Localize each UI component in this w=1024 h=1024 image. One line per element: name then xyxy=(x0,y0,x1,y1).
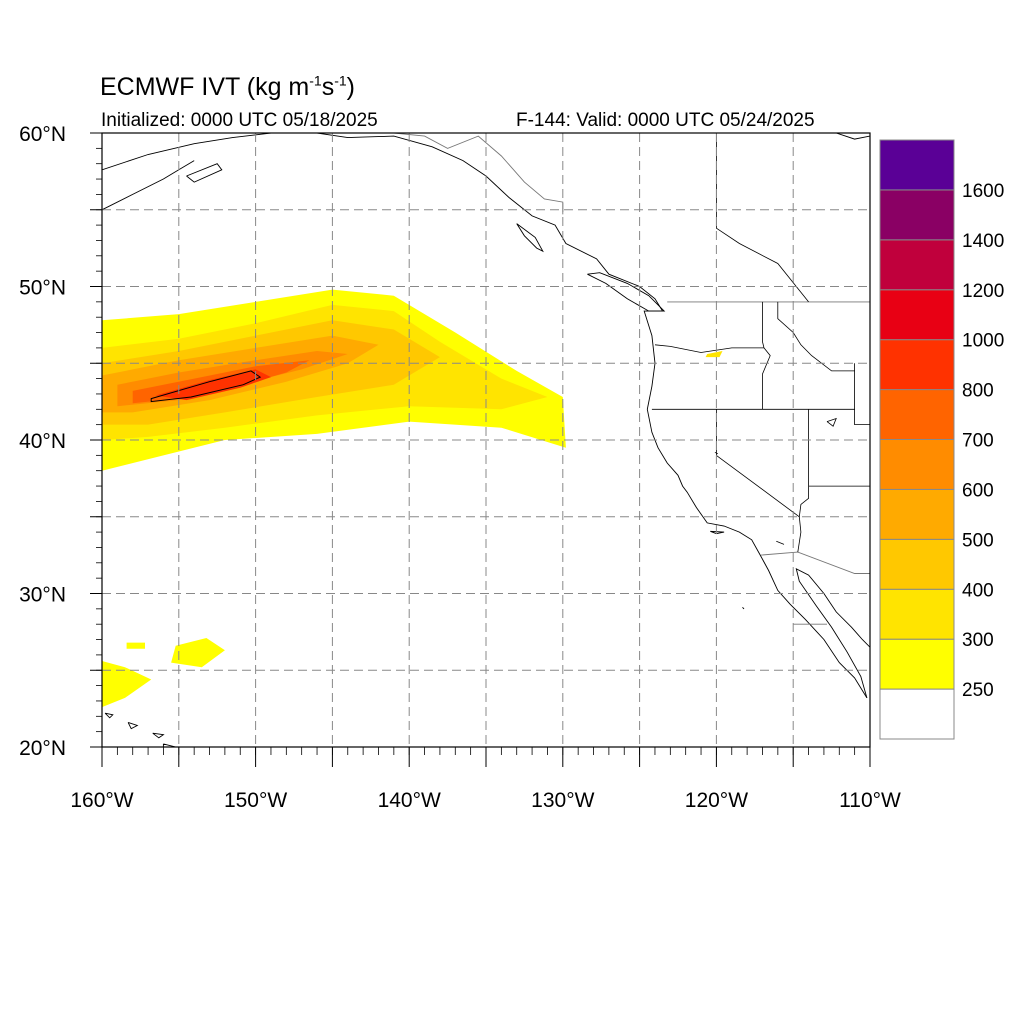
lat-label: 20°N xyxy=(19,737,66,760)
lon-label: 130°W xyxy=(531,789,594,812)
colorbar-box xyxy=(879,189,955,241)
colorbar-box xyxy=(879,239,955,291)
colorbar-label: 1600 xyxy=(962,181,1004,202)
initialized-label: Initialized: 0000 UTC 05/18/2025 xyxy=(101,110,378,131)
colorbar-box xyxy=(879,488,955,540)
atmospheric-river-800 xyxy=(155,369,271,401)
map-title: ECMWF IVT (kg m-1s-1) xyxy=(100,72,355,101)
colorbar-box xyxy=(879,638,955,690)
colorbar-box xyxy=(879,688,955,740)
colorbar-box xyxy=(879,139,955,191)
nevada-utah xyxy=(798,409,809,517)
nevada-california xyxy=(716,409,800,518)
colorbar-label: 1200 xyxy=(962,281,1004,302)
yukon-bc xyxy=(716,133,809,303)
colorbar-label: 500 xyxy=(962,530,994,551)
colorbar-label: 1000 xyxy=(962,331,1004,352)
lon-label: 110°W xyxy=(839,789,901,812)
guadalupe-island xyxy=(742,606,745,610)
hudson-bay-edge xyxy=(836,133,870,140)
colorbar-box xyxy=(879,538,955,590)
lon-label: 160°W xyxy=(70,789,133,812)
colorbar-box xyxy=(879,588,955,640)
subtropical-blob-a xyxy=(102,661,152,708)
lon-label: 150°W xyxy=(224,789,287,812)
colorbar-label: 1400 xyxy=(962,231,1004,252)
great-salt-lake xyxy=(826,417,837,427)
colorbar-box xyxy=(879,339,955,391)
colorbar-label: 250 xyxy=(962,680,994,701)
washington-oregon xyxy=(654,344,764,353)
lat-label: 40°N xyxy=(19,430,66,453)
colorbar-box xyxy=(879,439,955,490)
lat-label: 50°N xyxy=(19,277,66,300)
lon-label: 140°W xyxy=(378,789,441,812)
channel-islands xyxy=(710,530,725,535)
ivt-contour-layer xyxy=(150,370,262,403)
lon-label: 120°W xyxy=(685,789,748,812)
colorbar-box xyxy=(879,389,955,441)
subtropical-blob-b xyxy=(171,638,225,668)
lat-label: 30°N xyxy=(19,584,66,607)
vancouver-island xyxy=(587,272,666,312)
idaho-montana xyxy=(777,301,855,372)
salton-sea xyxy=(776,540,785,545)
us-mexico-border xyxy=(760,551,870,574)
ivt-fill-layer xyxy=(102,289,723,708)
oahu xyxy=(127,721,139,730)
tiny-blob-near-oregon xyxy=(705,351,723,358)
lat-label: 60°N xyxy=(19,123,66,146)
colorbar-label: 800 xyxy=(962,381,994,402)
maui xyxy=(152,732,165,739)
colorbar-label: 400 xyxy=(962,580,994,601)
california-arizona xyxy=(797,516,802,553)
washington-idaho xyxy=(762,301,765,348)
kodiak-island xyxy=(186,163,223,183)
valid-time-label: F-144: Valid: 0000 UTC 05/24/2025 xyxy=(516,110,815,131)
colorbar-label: 300 xyxy=(962,630,994,651)
idaho-wyoming-edge xyxy=(854,363,870,426)
haida-gwaii xyxy=(516,223,544,253)
alaska-peninsula xyxy=(102,160,195,211)
colorbar: 250 300 400 500 600 700 800 1000 1200 1400 1600 xyxy=(879,139,1004,740)
kauai xyxy=(104,712,114,719)
graticule xyxy=(102,133,870,747)
gulf-of-california-coast xyxy=(795,568,870,699)
ivt-contour-1000 xyxy=(150,370,262,403)
colorbar-box xyxy=(879,289,955,341)
oregon-idaho xyxy=(762,347,771,410)
subtropical-blob-c xyxy=(126,642,145,649)
map-axes: 60°N 50°N 40°N 30°N 20°N 160°W 150°W 140°W 130°W… xyxy=(19,123,901,812)
alaska-canada-border xyxy=(393,133,564,215)
colorbar-label: 600 xyxy=(962,480,994,501)
colorbar-label: 700 xyxy=(962,431,994,452)
lake-tahoe xyxy=(714,451,719,455)
